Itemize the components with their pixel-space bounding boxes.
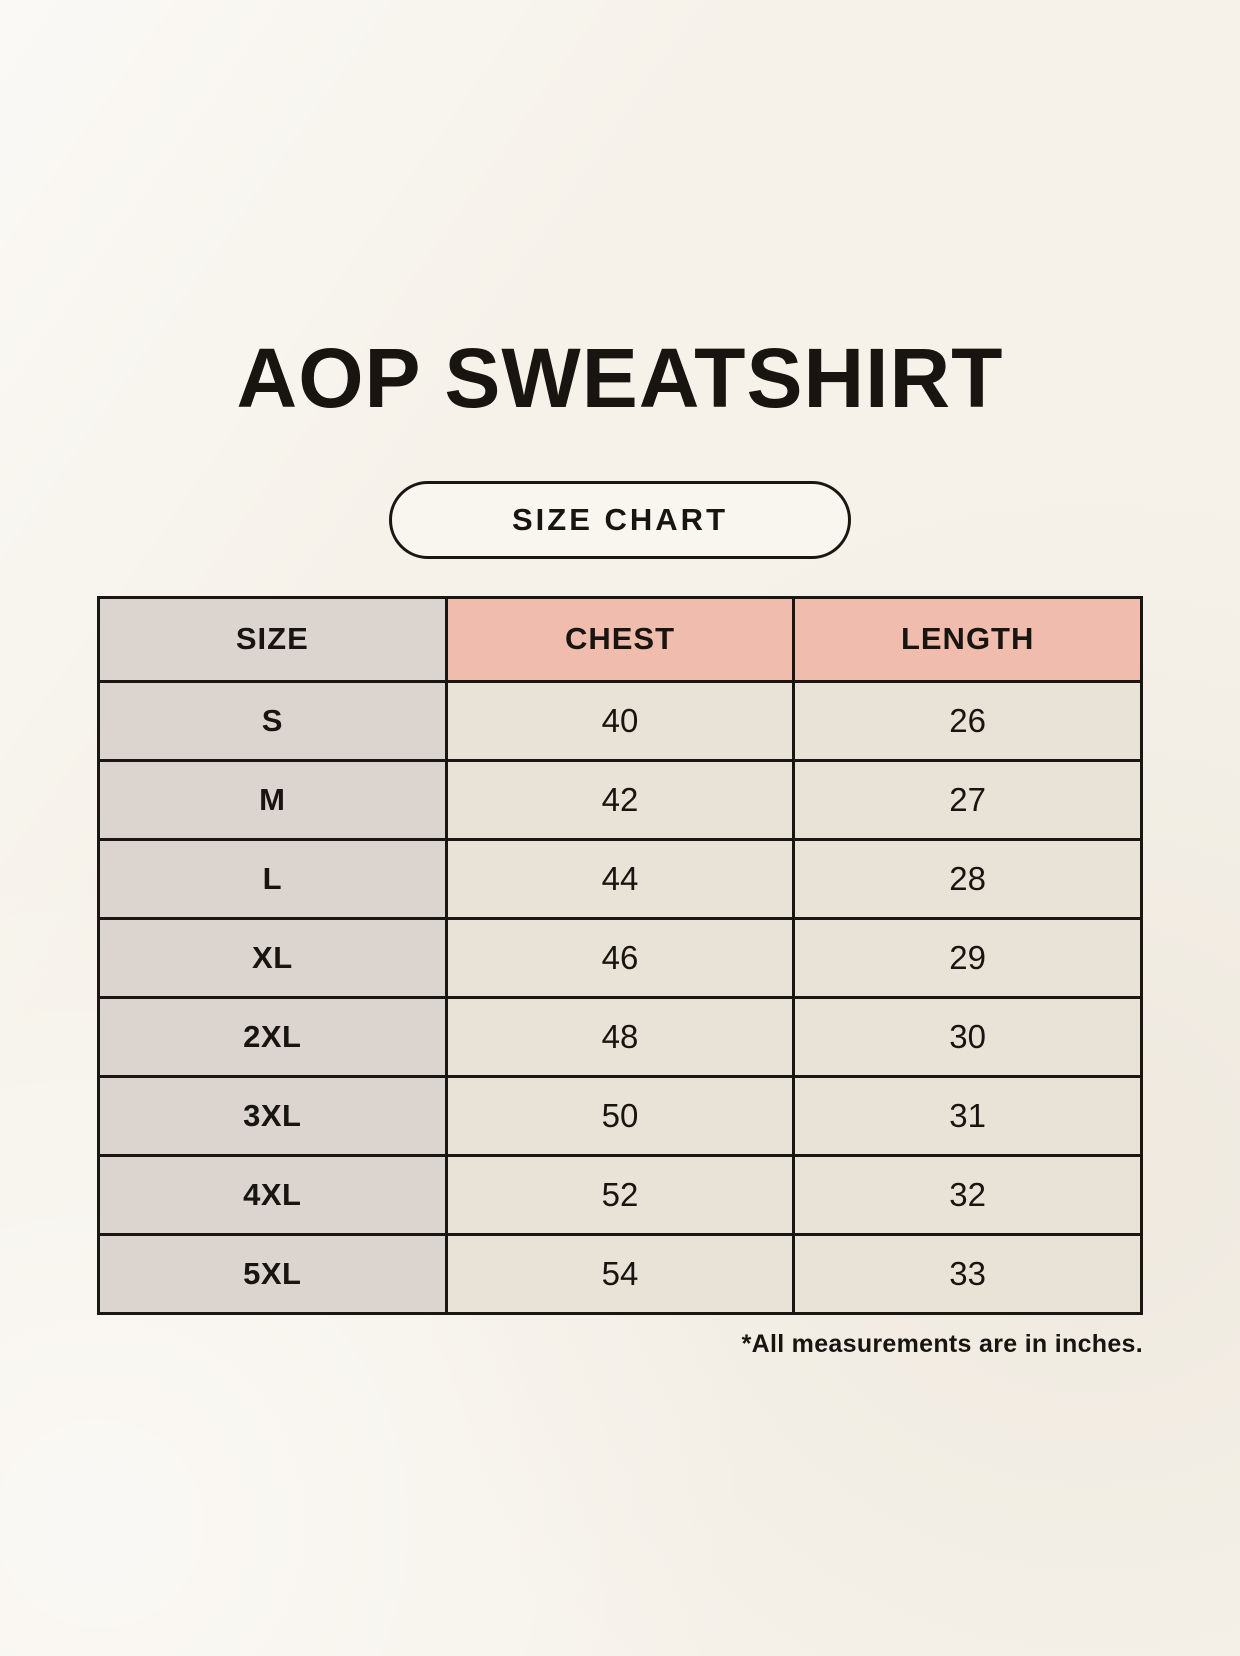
size-table: SIZE CHEST LENGTH S 40 26 M 42 27 L 44 28 XL 46 29 2XL… [97, 595, 1143, 1315]
measurement-value-cell: 28 [792, 837, 1143, 920]
measurement-value-cell: 30 [792, 995, 1143, 1078]
measurement-value-cell: 27 [792, 758, 1143, 841]
size-label-cell: 2XL [97, 995, 448, 1078]
measurement-value-cell: 40 [444, 679, 796, 762]
measurement-value-cell: 44 [444, 837, 796, 920]
column-header-chest: CHEST [444, 595, 796, 683]
table-row: 3XL 50 31 [97, 1074, 1143, 1157]
column-header-length: LENGTH [792, 595, 1143, 683]
size-chart-badge: SIZE CHART [389, 480, 851, 559]
size-label-cell: S [97, 679, 448, 762]
size-label-cell: L [97, 837, 448, 920]
measurement-value-cell: 29 [792, 916, 1143, 999]
page-title: AOP SWEATSHIRT [236, 331, 1004, 426]
column-header-size: SIZE [97, 595, 448, 683]
measurement-value-cell: 26 [792, 679, 1143, 762]
measurement-value-cell: 52 [444, 1153, 796, 1236]
table-row: S 40 26 [97, 679, 1143, 762]
size-label-cell: 5XL [97, 1232, 448, 1315]
table-row: L 44 28 [97, 837, 1143, 920]
size-label-cell: XL [97, 916, 448, 999]
size-table-body: S 40 26 M 42 27 L 44 28 XL 46 29 2XL 48 30 3XL 50 31 4XL 52… [97, 679, 1143, 1315]
size-chart-table-container: SIZE CHEST LENGTH S 40 26 M 42 27 L 44 28 XL 46 29 2XL… [97, 595, 1143, 1315]
measurement-value-cell: 31 [792, 1074, 1143, 1157]
size-label-cell: 3XL [97, 1074, 448, 1157]
measurement-value-cell: 42 [444, 758, 796, 841]
table-row: M 42 27 [97, 758, 1143, 841]
measurement-value-cell: 46 [444, 916, 796, 999]
table-row: 2XL 48 30 [97, 995, 1143, 1078]
size-chart-badge-label: SIZE CHART [512, 501, 728, 537]
table-row: 4XL 52 32 [97, 1153, 1143, 1236]
measurements-footnote: *All measurements are in inches. [741, 1329, 1143, 1358]
header-row: SIZE CHEST LENGTH [97, 595, 1143, 683]
measurement-value-cell: 33 [792, 1232, 1143, 1315]
size-label-cell: 4XL [97, 1153, 448, 1236]
measurement-value-cell: 32 [792, 1153, 1143, 1236]
size-label-cell: M [97, 758, 448, 841]
measurement-value-cell: 48 [444, 995, 796, 1078]
size-table-head: SIZE CHEST LENGTH [97, 595, 1143, 683]
measurement-value-cell: 54 [444, 1232, 796, 1315]
measurement-value-cell: 50 [444, 1074, 796, 1157]
table-row: 5XL 54 33 [97, 1232, 1143, 1315]
table-row: XL 46 29 [97, 916, 1143, 999]
